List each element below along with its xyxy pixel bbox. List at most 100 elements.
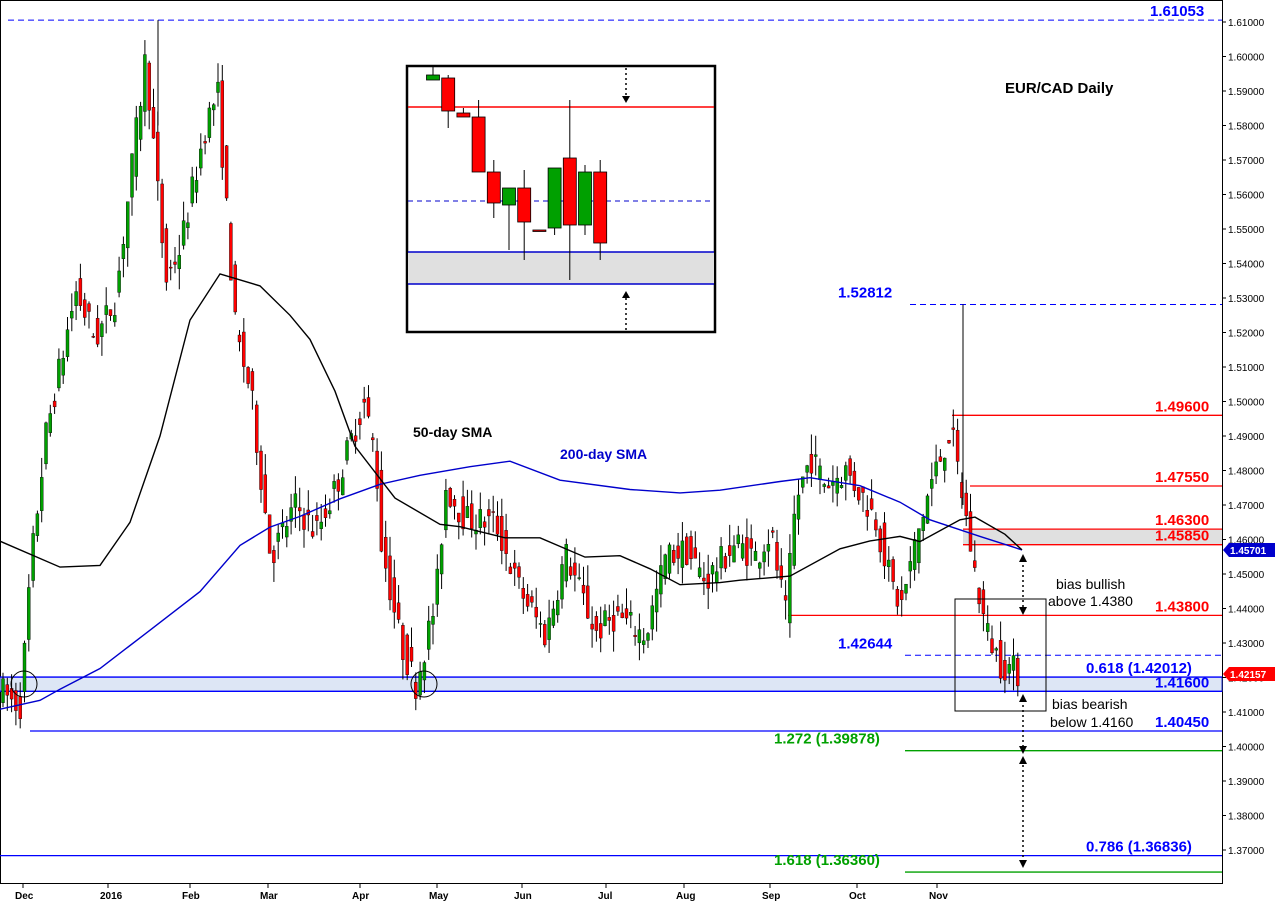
candle — [151, 88, 156, 139]
inset-candle-body — [502, 187, 516, 206]
candle — [70, 293, 74, 332]
candle — [637, 613, 642, 661]
inset-candle-2 — [456, 108, 471, 118]
candle — [435, 554, 439, 617]
candle-body — [702, 577, 706, 582]
candle-body — [758, 562, 762, 569]
inset-candle-body — [578, 171, 592, 226]
candle-body — [844, 465, 848, 481]
candle-body — [895, 588, 900, 607]
candle-body — [151, 107, 156, 139]
candle — [121, 236, 126, 278]
candle-body — [100, 323, 104, 337]
candle-body — [418, 671, 422, 696]
candle — [869, 479, 874, 511]
candle — [216, 63, 220, 107]
x-tick-label-1: 2016 — [100, 891, 123, 902]
candle — [375, 438, 379, 502]
candle-body — [289, 507, 293, 522]
y-tick-label-17: 1.44000 — [1228, 605, 1265, 616]
candle — [65, 317, 70, 362]
candle — [818, 458, 822, 495]
candle-body — [796, 494, 801, 520]
candle — [384, 520, 388, 582]
candle-body — [362, 398, 366, 403]
candle — [951, 409, 955, 447]
candle — [328, 498, 332, 519]
candle-body — [328, 510, 332, 515]
candle — [736, 525, 740, 549]
candle — [517, 562, 521, 589]
candle-body — [504, 530, 508, 554]
candle-body — [878, 528, 882, 553]
candle-body — [211, 104, 216, 111]
candle-body — [457, 512, 461, 523]
candle — [401, 622, 405, 680]
candle — [31, 525, 35, 588]
candle-body — [689, 536, 693, 560]
candle — [444, 478, 448, 538]
candle-body — [753, 550, 758, 561]
candle-body — [577, 577, 581, 579]
candle — [181, 201, 186, 250]
candle — [702, 562, 706, 596]
candle — [237, 330, 242, 352]
candle — [104, 287, 108, 334]
candle — [917, 528, 921, 574]
candle-body — [35, 513, 40, 536]
candle — [947, 439, 951, 444]
candle-body — [82, 299, 87, 318]
candle — [740, 534, 745, 561]
inset-support-zone — [408, 252, 714, 284]
candle-body — [964, 492, 968, 516]
candle — [276, 523, 280, 560]
candle-body — [947, 439, 951, 444]
candle — [504, 513, 508, 571]
candle — [362, 386, 366, 419]
inset-candle-10 — [578, 165, 592, 235]
candle-body — [951, 427, 955, 430]
arrow-heads — [1019, 554, 1027, 868]
y-tick-label-9: 1.52000 — [1228, 329, 1265, 340]
candle-body — [181, 220, 186, 246]
level-label-9: 1.41600 — [1155, 674, 1209, 691]
current-price-tag-text: 1.42157 — [1230, 670, 1267, 681]
candle — [345, 437, 349, 465]
candle — [289, 493, 293, 535]
candle-body — [491, 511, 495, 513]
candle-body — [943, 457, 947, 471]
candle-body — [384, 537, 388, 569]
candle-body — [728, 545, 732, 556]
y-tick-label-18: 1.43000 — [1228, 639, 1265, 650]
y-tick-label-21: 1.40000 — [1228, 743, 1265, 754]
candle-body — [95, 317, 100, 345]
y-tick-label-5: 1.56000 — [1228, 191, 1265, 202]
inset-candle-body — [426, 74, 440, 81]
y-tick-label-4: 1.57000 — [1228, 156, 1265, 167]
candle — [125, 201, 130, 267]
y-tick-label-16: 1.45000 — [1228, 570, 1265, 581]
candle — [685, 533, 689, 566]
candle-body — [52, 400, 57, 408]
candle — [891, 556, 895, 590]
candle — [259, 445, 263, 503]
candle-body — [538, 623, 543, 625]
candle — [44, 421, 48, 470]
candle — [465, 489, 470, 519]
candle — [973, 540, 977, 572]
candle — [680, 522, 685, 584]
inset-candle-body — [532, 229, 547, 232]
candle-body — [147, 62, 151, 111]
candle-body — [78, 278, 83, 306]
candle — [676, 532, 680, 575]
candle-body — [353, 435, 358, 442]
candle-body — [143, 54, 147, 112]
candle-body — [891, 559, 895, 582]
candle-body — [762, 551, 766, 563]
candle — [848, 455, 852, 485]
candle-body — [637, 629, 642, 644]
candle — [534, 587, 538, 629]
candle — [27, 574, 31, 652]
candle — [796, 479, 801, 535]
candle — [779, 548, 783, 588]
